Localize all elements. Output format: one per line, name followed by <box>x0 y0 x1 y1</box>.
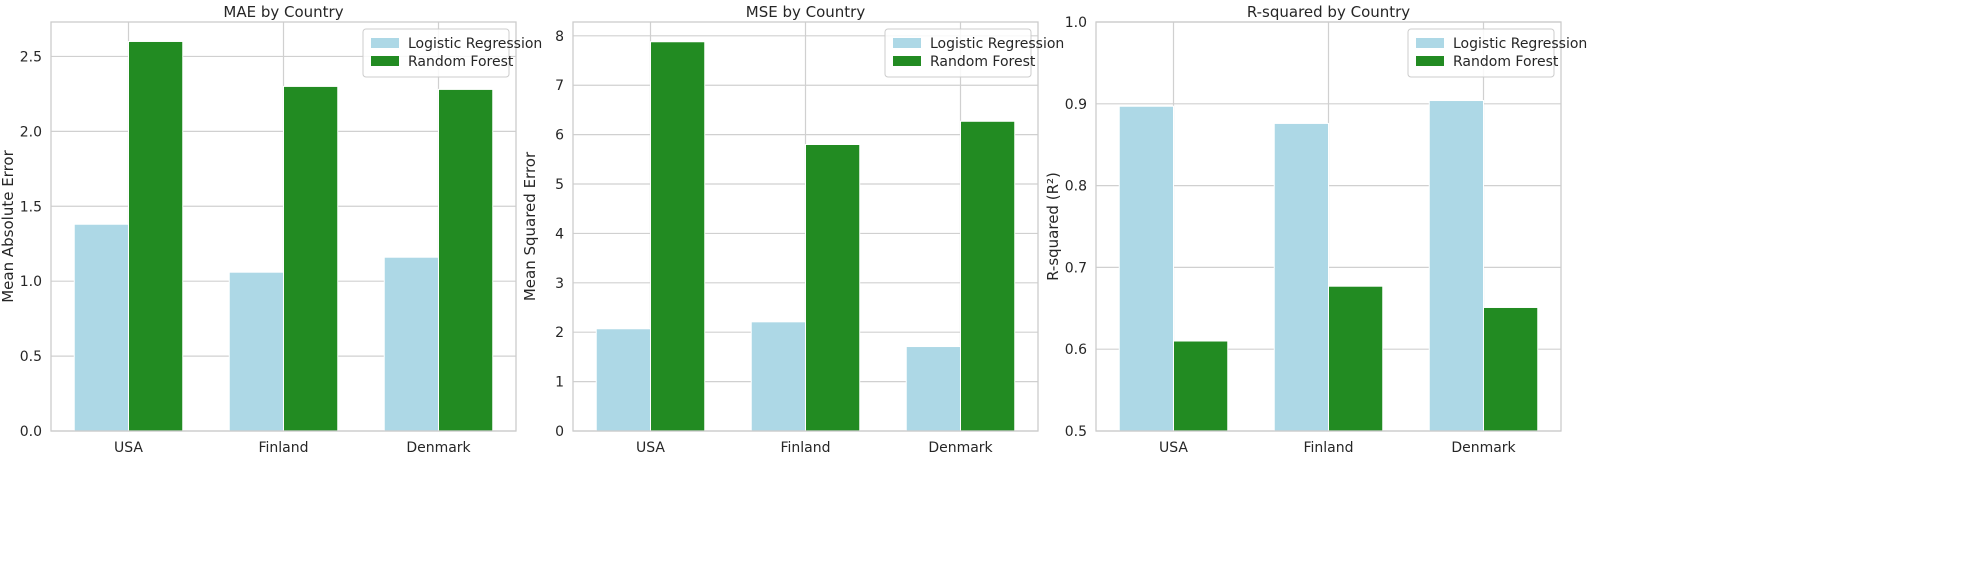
bar-random-forest <box>1328 285 1384 432</box>
chart-panel-1: 0.0 0.5 1.0 1.5 2.0 2.5 USA Finland Denmark MAE b… <box>0 3 542 456</box>
plot-frame <box>50 21 517 432</box>
legend-swatch-random-forest <box>1416 56 1444 66</box>
bar-random-forest <box>438 88 494 432</box>
y-tick-label: 1.0 <box>20 274 42 290</box>
legend-box <box>884 28 1032 78</box>
y-tick-label: 3 <box>555 276 564 292</box>
legend-label: Logistic Regression <box>930 36 1064 52</box>
legend-label: Logistic Regression <box>1453 36 1587 52</box>
y-tick-label: 2.5 <box>20 49 42 65</box>
legend-label: Random Forest <box>1453 54 1559 70</box>
y-tick-label: 0.5 <box>20 349 42 365</box>
y-tick-label: 8 <box>555 29 564 45</box>
bar-logistic-regression <box>1428 100 1484 432</box>
y-tick-label: 0.8 <box>1065 179 1087 195</box>
y-tick-label: 2 <box>555 325 564 341</box>
y-axis-label: Mean Squared Error <box>521 151 539 301</box>
chart-panel-3: 0.5 0.6 0.7 0.8 0.9 1.0 USA Finland Denmark R-squ… <box>1044 3 1587 456</box>
bar-logistic-regression <box>73 223 129 432</box>
y-axis-label: Mean Absolute Error <box>0 149 17 302</box>
x-tick-label: Finland <box>258 440 308 456</box>
bar-logistic-regression <box>228 271 284 432</box>
y-tick-label: 5 <box>555 177 564 193</box>
y-tick-label: 2.0 <box>20 124 42 140</box>
y-axis-label: R-squared (R²) <box>1044 172 1062 281</box>
chart-title: MAE by Country <box>223 3 343 21</box>
y-tick-label: 7 <box>555 78 564 94</box>
bar-random-forest <box>805 144 861 432</box>
legend-swatch-random-forest <box>371 56 399 66</box>
y-tick-label: 1.5 <box>20 199 42 215</box>
legend-swatch-logistic-regression <box>1416 38 1444 48</box>
legend-box <box>362 28 510 78</box>
y-tick-label: 4 <box>555 226 564 242</box>
x-tick-label: USA <box>114 440 143 456</box>
bar-random-forest <box>650 41 706 432</box>
x-tick-label: Denmark <box>928 440 993 456</box>
x-tick-label: Denmark <box>406 440 471 456</box>
x-tick-label: USA <box>1159 440 1188 456</box>
bar-random-forest <box>283 85 339 432</box>
legend: Logistic Regression Random Forest <box>884 28 1064 78</box>
y-tick-label: 0.9 <box>1065 97 1087 113</box>
legend: Logistic Regression Random Forest <box>362 28 542 78</box>
bar-random-forest <box>1483 306 1539 432</box>
bar-logistic-regression <box>1118 105 1174 432</box>
bar-random-forest <box>128 40 184 432</box>
y-tick-label: 1.0 <box>1065 15 1087 31</box>
chart-panel-2: 0 1 2 3 4 5 6 7 8 USA Finland Denmark MSE by Country… <box>521 3 1064 456</box>
bar-logistic-regression <box>750 321 806 432</box>
x-tick-label: USA <box>636 440 665 456</box>
y-tick-label: 0.7 <box>1065 260 1087 276</box>
legend-swatch-logistic-regression <box>893 38 921 48</box>
legend-label: Random Forest <box>930 54 1036 70</box>
legend-swatch-logistic-regression <box>371 38 399 48</box>
legend-swatch-random-forest <box>893 56 921 66</box>
x-tick-label: Finland <box>1303 440 1353 456</box>
y-tick-label: 0.5 <box>1065 424 1087 440</box>
chart-title: R-squared by Country <box>1247 3 1410 21</box>
bar-logistic-regression <box>905 346 961 432</box>
bar-random-forest <box>960 120 1016 432</box>
y-tick-label: 1 <box>555 375 564 391</box>
bar-logistic-regression <box>1273 122 1329 432</box>
bar-logistic-regression <box>595 328 651 432</box>
chart-title: MSE by Country <box>746 3 866 21</box>
legend-label: Random Forest <box>408 54 514 70</box>
x-tick-label: Finland <box>780 440 830 456</box>
y-tick-label: 6 <box>555 128 564 144</box>
bar-logistic-regression <box>383 256 439 432</box>
bar-random-forest <box>1173 340 1229 432</box>
y-tick-label: 0.6 <box>1065 342 1087 358</box>
legend: Logistic Regression Random Forest <box>1407 28 1587 78</box>
legend-box <box>1407 28 1555 78</box>
y-tick-label: 0 <box>555 424 564 440</box>
y-tick-label: 0.0 <box>20 424 42 440</box>
x-tick-label: Denmark <box>1451 440 1516 456</box>
plot-frame <box>572 21 1039 432</box>
plot-frame <box>1095 21 1562 432</box>
legend-label: Logistic Regression <box>408 36 542 52</box>
